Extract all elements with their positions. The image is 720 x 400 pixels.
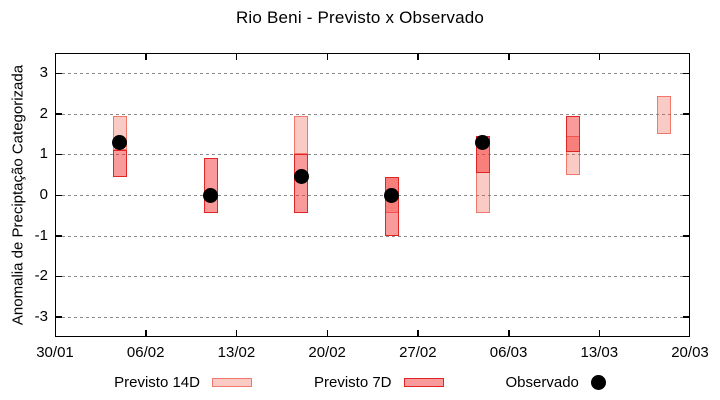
x-tick-label: 30/01 [36,344,74,361]
y-tick-mark [683,316,689,318]
y-gridline [56,113,689,115]
previsto-7d-bar [112,150,127,177]
y-tick-mark [683,194,689,196]
y-tick-mark [683,275,689,278]
x-tick-mark [598,330,601,336]
y-tick-mark [56,153,62,156]
x-tick-label: 06/02 [126,344,165,361]
x-tick-mark [508,330,510,336]
y-gridline [56,195,689,196]
x-tick-label: 06/03 [489,344,528,361]
legend-item: Observado [506,374,606,391]
y-tick-mark [56,275,62,278]
y-tick-label: 3 [39,64,48,82]
x-tick-label: 13/02 [217,344,256,361]
y-tick-mark [56,316,62,318]
x-tick-label: 13/03 [580,344,619,361]
chart-legend: Previsto 14D Previsto 7D Observado [0,374,720,391]
previsto-7d-bar [384,176,399,236]
previsto-14d-bar [294,115,309,155]
observado-point [475,134,491,150]
chart-title: Rio Beni - Previsto x Observado [235,8,485,27]
y-tick-mark [683,113,689,115]
y-tick-mark [683,153,689,156]
x-tick-mark [326,54,329,60]
x-tick-mark [508,54,510,60]
x-tick-mark [598,54,601,60]
x-tick-label: 20/02 [308,344,346,361]
previsto-14d-bar [566,136,581,175]
x-tick-mark [326,330,329,336]
y-tick-label: -1 [34,226,48,244]
y-tick-mark [683,235,689,237]
observado-point [293,169,309,185]
observado-point [112,134,128,150]
x-tick-label: 20/03 [671,344,709,361]
legend-label: Previsto 14D [114,374,200,391]
y-tick-mark [56,235,62,237]
y-tick-mark [56,194,62,196]
legend-label: Previsto 7D [313,374,392,391]
y-tick-label: 1 [39,145,48,163]
legend-item: Previsto 7D [314,374,444,391]
observado-point [384,187,400,203]
previsto-7d-bar [566,115,581,153]
observado-point [203,187,218,203]
plot-area [55,53,690,337]
x-tick-mark [235,330,238,336]
previsto-7d-bar [203,158,218,214]
previsto-14d-swatch [211,378,252,387]
y-gridline [56,235,689,237]
y-gridline [56,154,689,156]
y-tick-label: -2 [34,267,48,285]
x-tick-mark [235,54,238,60]
y-tick-label: 2 [39,104,48,122]
x-tick-mark [417,330,419,336]
observado-swatch [590,375,606,390]
y-gridline [56,276,689,278]
y-tick-mark [56,72,62,75]
x-tick-label: 27/02 [399,344,437,361]
x-tick-mark [145,54,147,60]
y-tick-mark [56,113,62,115]
y-gridline [56,316,689,318]
previsto-14d-bar [657,95,672,135]
y-tick-label: 0 [39,186,48,203]
previsto-7d-swatch [403,378,444,387]
x-tick-mark [145,330,147,336]
y-gridline [56,73,689,75]
legend-item: Previsto 14D [114,374,252,391]
legend-label: Observado [505,374,579,391]
x-tick-mark [417,54,419,60]
y-tick-label: -3 [34,307,48,325]
y-tick-mark [683,72,689,75]
